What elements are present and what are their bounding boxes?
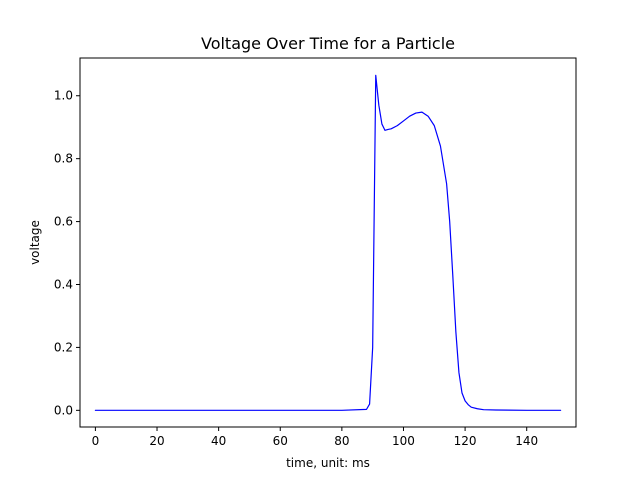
x-axis-label: time, unit: ms	[286, 456, 370, 470]
x-tick-label: 100	[392, 434, 415, 448]
voltage-line	[94, 74, 562, 411]
x-axis: 0 20 40 60 80 100 120 140	[92, 427, 538, 448]
x-tick-label: 20	[149, 434, 164, 448]
y-tick-label: 0.2	[54, 340, 73, 354]
y-axis-label: voltage	[28, 220, 42, 265]
x-tick-label: 0	[92, 434, 100, 448]
plot-area	[94, 74, 562, 411]
y-tick-label: 0.0	[54, 403, 73, 417]
chart-title: Voltage Over Time for a Particle	[201, 34, 455, 53]
y-tick-label: 0.8	[54, 152, 73, 166]
y-tick-label: 1.0	[54, 89, 73, 103]
x-tick-label: 60	[273, 434, 288, 448]
x-tick-label: 80	[334, 434, 349, 448]
y-tick-label: 0.6	[54, 215, 73, 229]
x-tick-label: 40	[211, 434, 226, 448]
x-tick-label: 140	[515, 434, 538, 448]
y-axis: 0.0 0.2 0.4 0.6 0.8 1.0	[54, 89, 80, 417]
plot-frame	[79, 57, 577, 428]
x-tick-label: 120	[454, 434, 477, 448]
y-tick-label: 0.4	[54, 277, 73, 291]
